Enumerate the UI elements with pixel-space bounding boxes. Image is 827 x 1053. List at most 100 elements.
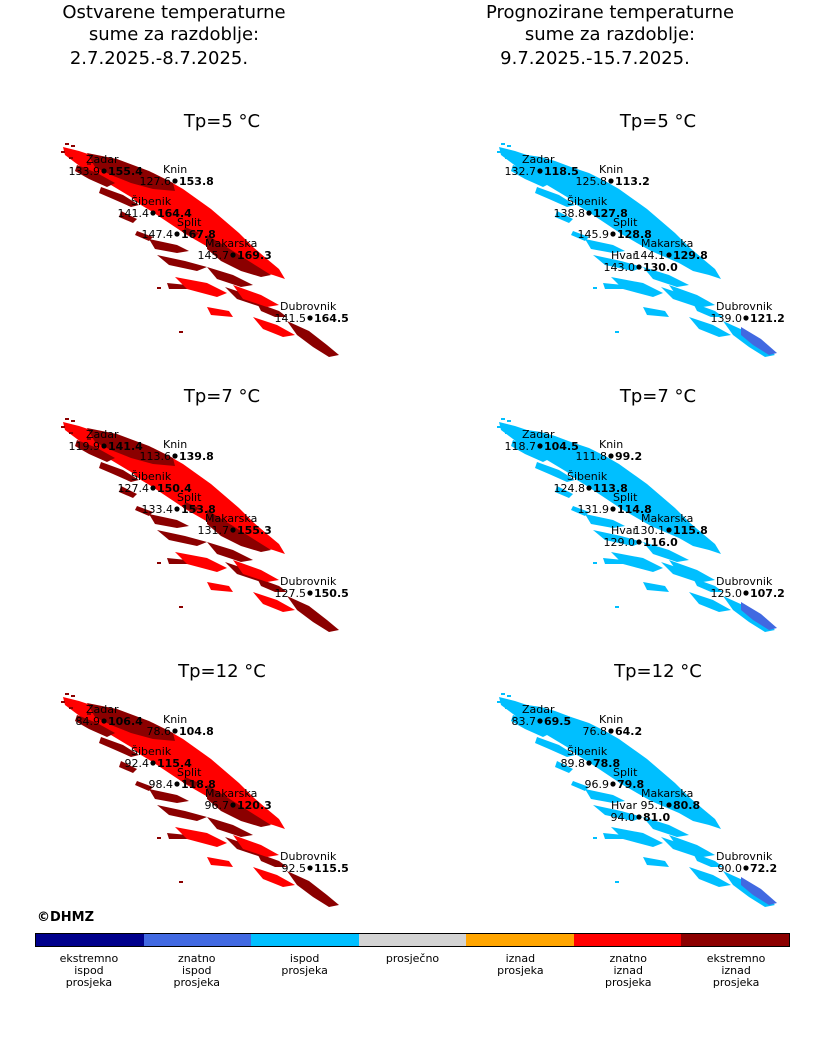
forecast-period: 9.7.2025.-15.7.2025.: [500, 48, 690, 69]
station-name: Knin: [163, 163, 187, 176]
island-region: [535, 462, 575, 482]
map-panel-forecast-tp7: Tp=7 °C Zadar 118.7 104.5 Knin 111.8 99.2 Šibe…: [493, 386, 823, 641]
map-panel-observed-tp7: Tp=7 °C Zadar 119.9 141.4 Knin 113.6 139.8 Šib…: [57, 386, 387, 641]
region-dark: [207, 510, 271, 552]
station-marker: [666, 252, 672, 258]
islet: [593, 562, 597, 564]
observed-value: 111.8: [576, 450, 608, 463]
station-marker: [586, 760, 592, 766]
station-name: Zadar: [86, 428, 119, 441]
observed-period: 2.7.2025.-8.7.2025.: [69, 48, 249, 69]
station-marker: [610, 506, 616, 512]
islet: [61, 701, 65, 703]
station-marker: [666, 527, 672, 533]
temperature-sum-value: 155.3: [237, 524, 272, 537]
islet: [61, 151, 65, 153]
mainland-region: [499, 422, 721, 554]
island-region: [119, 211, 137, 223]
station-name: Split: [177, 216, 202, 229]
island-region: [619, 777, 635, 787]
observed-value: 144.1: [634, 249, 666, 262]
island-region: [555, 761, 573, 773]
islet: [179, 331, 183, 333]
station-marker: [743, 315, 749, 321]
island-region: [135, 231, 153, 241]
islet: [497, 151, 501, 153]
observed-value: 96.7: [205, 799, 230, 812]
island-region: [571, 506, 589, 516]
map-regions: [61, 693, 339, 907]
island-region: [233, 560, 279, 582]
island-region: [535, 737, 575, 757]
island-region: [511, 165, 551, 187]
islet: [65, 143, 69, 145]
legend-swatch: [251, 934, 359, 946]
island-region: [603, 283, 625, 289]
temperature-sum-value: 130.0: [643, 261, 678, 274]
islet: [157, 562, 161, 564]
panel-title: Tp=5 °C: [619, 111, 697, 132]
panel-title: Tp=7 °C: [183, 386, 261, 407]
island-region: [669, 285, 715, 307]
copyright-label: ©DHMZ: [37, 910, 95, 925]
island-region: [511, 440, 551, 462]
station-marker: [101, 718, 107, 724]
observed-value: 145.7: [198, 249, 230, 262]
island-region: [157, 255, 207, 271]
station-marker: [307, 315, 313, 321]
island-region: [257, 853, 287, 867]
island-region: [603, 833, 625, 839]
islet: [505, 707, 509, 709]
island-region: [287, 596, 339, 632]
island-region: [175, 277, 227, 297]
temperature-sum-value: 80.8: [673, 799, 700, 812]
observed-value: 84.9: [76, 715, 101, 728]
observed-value: 118.7: [505, 440, 537, 453]
islet: [179, 606, 183, 608]
island-region: [511, 715, 551, 737]
legend-label: prosječno: [385, 952, 440, 965]
station-marker: [537, 443, 543, 449]
region-dark: [207, 235, 271, 277]
region-dark: [207, 785, 271, 827]
station-name: Makarska: [641, 787, 693, 800]
station-name: Zadar: [522, 428, 555, 441]
island-region: [253, 592, 295, 612]
station-marker: [101, 168, 107, 174]
island-region: [149, 789, 189, 803]
observed-value: 129.0: [604, 536, 636, 549]
station-marker: [666, 802, 672, 808]
island-region: [643, 817, 689, 837]
temperature-sum-value: 141.4: [108, 440, 143, 453]
station-name: Dubrovnik: [716, 575, 773, 588]
station-name: Dubrovnik: [716, 300, 773, 313]
island-region: [75, 715, 115, 737]
island-region: [643, 542, 689, 562]
station-marker: [743, 865, 749, 871]
station-name: Hvar: [611, 799, 638, 812]
station-marker: [636, 264, 642, 270]
islet: [65, 418, 69, 420]
temperature-sum-value: 114.8: [617, 503, 652, 516]
island-region: [233, 835, 279, 857]
island-region: [119, 761, 137, 773]
map-panel-forecast-tp12: Tp=12 °C Zadar 83.7 69.5 Knin 76.8 64.2 Šibeni…: [493, 661, 823, 916]
islet: [69, 707, 73, 709]
islet: [501, 418, 505, 420]
temperature-sum-value: 153.8: [179, 175, 214, 188]
station-name: Knin: [599, 713, 623, 726]
temperature-sum-value: 129.8: [673, 249, 708, 262]
observed-value: 125.8: [576, 175, 608, 188]
